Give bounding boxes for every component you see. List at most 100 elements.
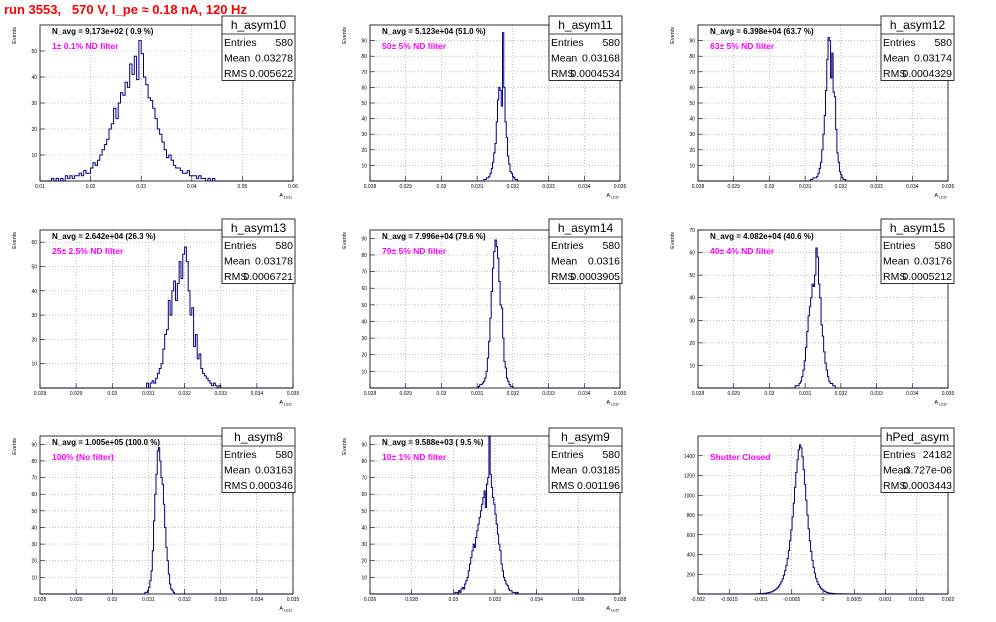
x-tick-label: 0 (822, 597, 825, 603)
x-tick-label: 0.033 (214, 391, 227, 397)
stats-box (548, 218, 623, 284)
x-tick-label: 0.033 (214, 597, 227, 603)
stat-label: Entries (224, 37, 257, 49)
y-tick-label: 40 (31, 525, 37, 531)
y-tick-label: 10 (361, 575, 367, 581)
y-tick-label: 60 (361, 492, 367, 498)
stat-label: Mean (883, 256, 909, 268)
stat-value: 0.03278 (255, 53, 293, 65)
pad-h_asym14: 0.028 0.029 0.03 0.031 0.032 0.033 0.034 0.035 1… (342, 218, 626, 407)
x-tick-label: 0.035 (287, 597, 300, 603)
x-axis-title: A (279, 193, 283, 199)
y-tick-label: 20 (361, 559, 367, 565)
x-tick-label: 0.028 (34, 391, 47, 397)
stat-value: 0.0006721 (243, 271, 293, 283)
x-axis-title-sub: LED (939, 402, 947, 407)
x-axis-title-sub: LED (611, 195, 619, 200)
histogram-name: h_asym12 (890, 18, 946, 32)
pad-h_asym12: 0.028 0.029 0.03 0.031 0.032 0.033 0.034 0.035 1… (670, 15, 954, 200)
x-tick-label: 0.033 (542, 184, 555, 190)
plot-frame (369, 435, 621, 595)
y-tick-label: 10 (31, 575, 37, 581)
pad-h_asym15: 0.028 0.029 0.03 0.031 0.032 0.033 0.034 0.035 1… (670, 218, 955, 407)
x-tick-label: 0.032 (835, 391, 848, 397)
y-tick-label: 10 (361, 369, 367, 375)
histogram-name: hPed_asym (886, 430, 949, 444)
stat-label: Mean (224, 53, 250, 65)
stat-label: Entries (551, 37, 584, 49)
histogram-name: h_asym8 (234, 430, 283, 444)
x-axis-title: A (606, 193, 610, 199)
y-tick-label: 30 (361, 336, 367, 342)
x-tick-label: 0.034 (906, 184, 919, 190)
y-tick-label: 70 (689, 70, 695, 76)
x-tick-label: 0.033 (870, 184, 883, 190)
stat-label: RMS (224, 68, 247, 80)
y-tick-label: 70 (689, 228, 695, 234)
filter-annotation: 63± 5% ND filter (710, 41, 775, 51)
x-tick-label: 0.032 (835, 184, 848, 190)
stats-box (221, 218, 296, 284)
stat-label: Mean (224, 256, 250, 268)
x-tick-label: 0.03 (765, 184, 775, 190)
x-tick-label: 0.031 (799, 391, 812, 397)
plot-frame (369, 229, 621, 389)
x-tick-label: 0.032 (178, 391, 191, 397)
y-tick-label: 40 (361, 117, 367, 123)
stat-label: Mean (883, 53, 909, 65)
stat-label: Mean (551, 256, 577, 268)
plot-frame (369, 24, 621, 182)
y-tick-label: 10 (361, 163, 367, 169)
filter-annotation: 1± 0.1% ND filter (52, 41, 119, 51)
stat-value: 0.001196 (577, 480, 620, 492)
x-axis-title-sub: LED (611, 402, 619, 407)
stats-box (221, 15, 296, 81)
x-tick-label: 0.029 (70, 597, 83, 603)
x-tick-label: 0.035 (942, 391, 955, 397)
x-axis-title: A (606, 400, 610, 406)
x-tick-label: 0.05 (238, 184, 248, 190)
pad-h_asym9: 0.026 0.028 0.03 0.032 0.034 0.036 0.038 10 20 30… (342, 427, 626, 613)
y-tick-label: 40 (361, 319, 367, 325)
x-axis-title: A (934, 193, 938, 199)
x-tick-label: 0.028 (405, 597, 418, 603)
y-tick-label: 90 (361, 442, 367, 448)
stat-value: 0.0003905 (570, 271, 620, 283)
y-tick-label: 60 (689, 85, 695, 91)
y-tick-label: 80 (361, 54, 367, 60)
x-tick-label: 0.031 (142, 597, 155, 603)
stat-value: 580 (934, 240, 952, 252)
x-tick-label: 0.028 (364, 184, 377, 190)
y-axis-title: Events (670, 27, 676, 44)
stat-label: RMS (551, 480, 574, 492)
filter-annotation: Shutter Closed (710, 452, 770, 462)
stat-label: RMS (883, 271, 906, 283)
y-tick-label: 70 (361, 70, 367, 76)
y-tick-label: 90 (361, 236, 367, 242)
y-tick-label: 30 (689, 318, 695, 324)
y-tick-label: 1200 (684, 474, 695, 480)
x-tick-label: 0.001 (879, 597, 892, 603)
x-tick-label: 0.04 (187, 184, 197, 190)
y-tick-label: 20 (31, 559, 37, 565)
y-tick-label: 20 (31, 337, 37, 343)
navg-label: N_avg = 5.123e+04 (51.0 %) (382, 27, 486, 36)
y-axis-title: Events (342, 232, 348, 249)
stat-value: 580 (275, 240, 293, 252)
stats-box (548, 427, 623, 493)
stats-box (548, 15, 623, 81)
stat-value: 0.0316 (588, 256, 620, 268)
plot-frame (39, 229, 294, 389)
y-tick-label: 1000 (684, 493, 695, 499)
x-tick-label: 0.029 (399, 184, 412, 190)
x-tick-label: 0.034 (578, 391, 591, 397)
y-tick-label: 90 (689, 39, 695, 45)
histogram-name: h_asym14 (558, 221, 614, 235)
x-axis-title-sub: LED (284, 608, 292, 613)
histogram-name: h_asym11 (558, 18, 613, 32)
x-tick-label: 0.02 (86, 184, 96, 190)
stat-value: 580 (602, 37, 620, 49)
x-axis-title: A (279, 606, 283, 612)
pad-h_asym13: 0.028 0.029 0.03 0.031 0.032 0.033 0.034 0.035 1… (12, 218, 299, 407)
stat-label: RMS (551, 271, 574, 283)
